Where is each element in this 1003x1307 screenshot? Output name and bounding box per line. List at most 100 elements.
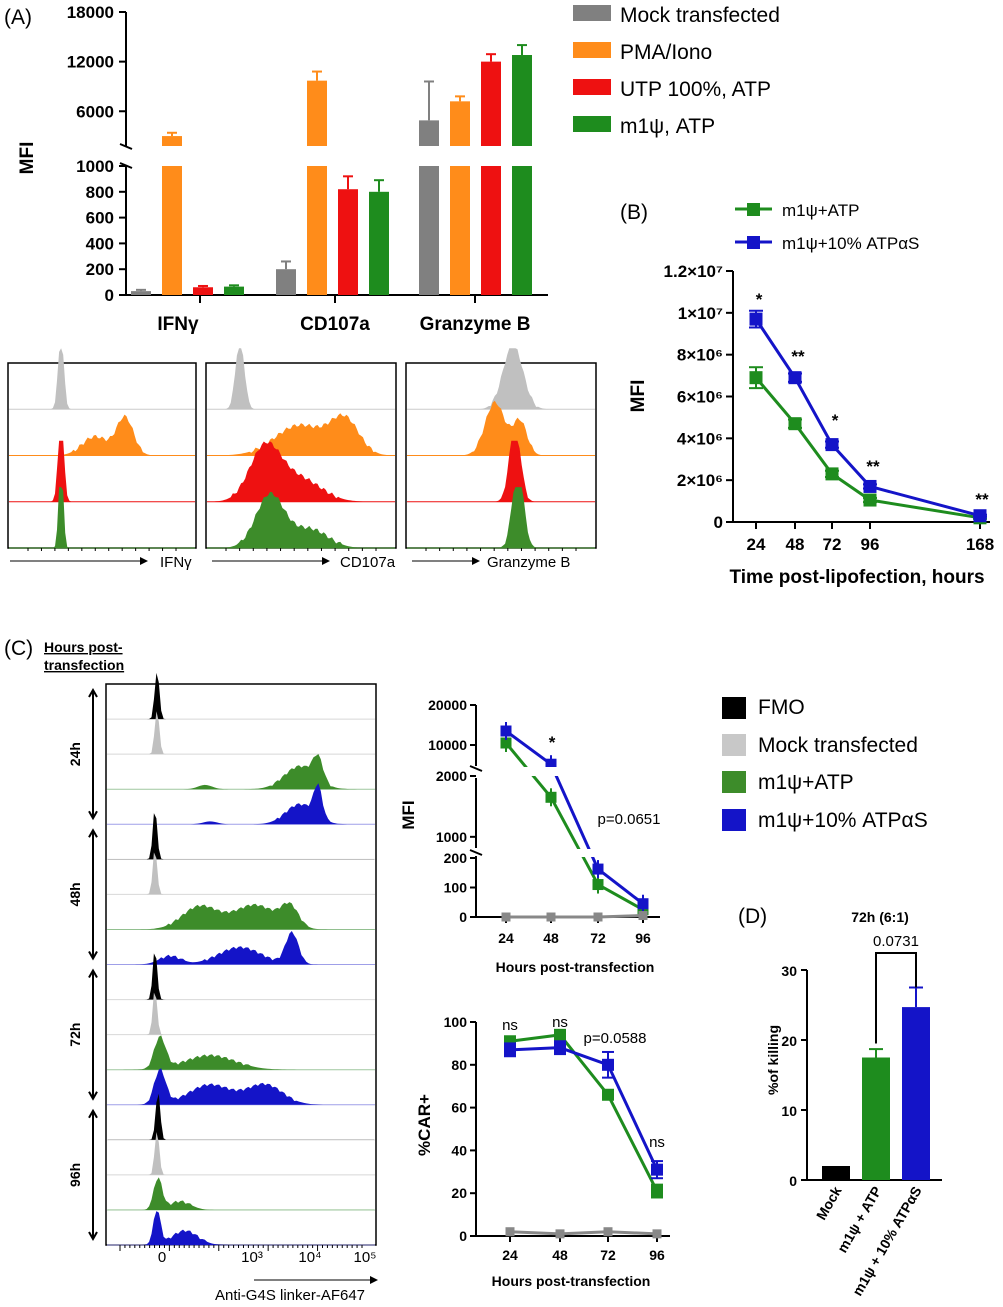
panel-c-header-1: Hours post- — [44, 639, 123, 655]
significance-bracket — [875, 952, 917, 1044]
bar-pma-1-upper — [307, 80, 327, 146]
significance-mark: ** — [791, 347, 805, 366]
legend-c-fmo: FMO — [758, 696, 805, 719]
legend-label-utp: UTP 100%, ATP — [620, 78, 771, 101]
marker-atps-24 — [500, 725, 512, 737]
legend-label-m1: m1ψ, ATP — [620, 115, 715, 138]
panel-a: (A) MFI 0200400600800100060001200018000 … — [4, 3, 780, 571]
row-bracket-arrow-bottom — [88, 951, 98, 961]
histo-label-cd107a: CD107a — [340, 554, 396, 571]
panel-c-car-ylabel: %CAR+ — [415, 1094, 434, 1156]
y-tick-label: 8×10⁶ — [677, 346, 723, 365]
y-tick-label: 1000 — [76, 157, 114, 176]
x-tick-label: 96 — [861, 535, 880, 554]
break-gap-1 — [490, 767, 660, 776]
marker-atps-72 — [592, 863, 604, 875]
bar-utp-2-upper — [481, 61, 501, 146]
bar-m1-2-lower — [512, 166, 532, 295]
axis-break-2 — [469, 849, 483, 856]
line-atps-seg — [505, 729, 552, 766]
panel-c-header-2: transfection — [44, 657, 124, 673]
marker-mock-24 — [501, 912, 511, 922]
legend-c-atps: m1ψ+10% ATPαS — [758, 809, 928, 832]
bar-utp-2-lower — [481, 166, 501, 295]
annotation-2: p=0.0588 — [584, 1030, 647, 1047]
histo-row0-lane2 — [108, 754, 374, 790]
bar-1 — [862, 1057, 890, 1180]
x-tick-label: 72 — [823, 535, 842, 554]
y-tick-label: 30 — [781, 963, 797, 979]
panel-d: (D) 72h (6:1) %of killing 0102030Mockm1ψ… — [738, 905, 942, 1299]
bar-pma-2-upper — [450, 101, 470, 146]
row-bracket-arrow-top — [88, 968, 98, 978]
bar-pma-0-upper — [162, 136, 182, 146]
significance-pvalue: 0.0731 — [873, 933, 919, 950]
line-atps-seg — [597, 867, 644, 905]
significance-mark: ** — [866, 457, 880, 476]
panel-a-bars — [131, 44, 532, 295]
legend-swatch-pma — [573, 42, 611, 58]
bar-utp-0 — [193, 287, 213, 295]
panel-c-mfi-xlabel: Hours post-transfection — [496, 959, 655, 975]
x-tick-label: 48 — [786, 535, 805, 554]
bar-m1-2-upper — [512, 55, 532, 146]
marker-atps-48 — [545, 758, 557, 770]
histo-2-lane-1 — [408, 400, 594, 456]
panel-c-mfi-chart: 0 100 200 1000 2000 10000 20000 24 48 72 96 * p=0.06… — [428, 697, 660, 946]
row-bracket-arrow-top — [88, 1108, 98, 1119]
legend-c-mock: Mock transfected — [758, 734, 918, 757]
marker-m1-48 — [788, 417, 802, 431]
histo-2-lane-0 — [408, 348, 594, 410]
histo-row1-lane2 — [108, 902, 374, 930]
bar-utp-1 — [338, 189, 358, 295]
annotation-pvalue: p=0.0651 — [598, 811, 661, 828]
line-m1 — [509, 1033, 659, 1192]
row-label-72h: 72h — [67, 1023, 83, 1047]
marker-m1-96 — [651, 1185, 663, 1198]
legend-c-fmo-swatch — [722, 697, 746, 719]
legend-marker-m1 — [747, 203, 760, 216]
marker-m1-48 — [554, 1028, 566, 1041]
row-bracket-arrow-top — [88, 687, 98, 698]
y-tick-label: 0 — [714, 513, 723, 532]
legend-b-m1: m1ψ+ATP — [782, 201, 859, 220]
panel-a-category-ifng: IFNγ — [157, 314, 199, 335]
row-bracket-arrow-bottom — [88, 1091, 98, 1101]
legend-b-atps: m1ψ+10% ATPαS — [782, 234, 919, 253]
marker-m1-72 — [825, 467, 839, 481]
panel-a-histo-axis-labels: IFNγ CD107a Granzyme B — [10, 554, 570, 571]
y-tick-label: 1×10⁷ — [678, 304, 723, 323]
bar-pma-1-lower — [307, 166, 327, 295]
marker-atps-72 — [602, 1058, 614, 1071]
panel-b-chart: 0 2×10⁶ 4×10⁶ 6×10⁶ 8×10⁶ 1×10⁷ 1.2×10⁷ 24 48 72 9… — [664, 262, 995, 554]
y-tick-label: 1.2×10⁷ — [664, 262, 723, 281]
bar-2 — [902, 1007, 930, 1180]
y-tick-label: 200 — [444, 850, 468, 866]
marker-m1-72 — [602, 1088, 614, 1101]
histo-label-granzyme: Granzyme B — [487, 554, 570, 571]
marker-atps-48 — [554, 1041, 566, 1054]
histo-1-lane-3 — [208, 491, 394, 548]
y-tick-label: 6×10⁶ — [677, 388, 723, 407]
bar-0 — [822, 1166, 850, 1180]
marker-m1-48 — [545, 791, 557, 803]
y-tick-label: 200 — [86, 260, 114, 279]
line-m1-seg — [597, 883, 644, 911]
histo-x-tick-label: 10³ — [241, 1249, 263, 1266]
panel-c-histo-xlabel: Anti-G4S linker-AF647 — [215, 1287, 365, 1304]
y-tick-label: 0 — [459, 1228, 467, 1244]
panel-c-car-chart: 0 20 40 60 80 100 24 48 72 96 ns ns p=0.0588 ns — [444, 1014, 670, 1263]
marker-mock-96 — [638, 911, 648, 921]
panel-a-label: (A) — [4, 6, 32, 29]
marker-atps-96 — [651, 1163, 663, 1176]
marker-atps-24 — [504, 1043, 516, 1056]
histo-row2-lane3 — [108, 1068, 374, 1105]
y-tick-label: 0 — [459, 909, 467, 925]
significance-mark: * — [832, 411, 839, 430]
histo-row3-lane2 — [108, 1177, 374, 1210]
y-tick-label: 20 — [781, 1033, 797, 1049]
legend-swatch-utp — [573, 79, 611, 95]
y-tick-label: 6000 — [76, 102, 114, 121]
panel-c: (C) Hours post- transfection 24h 48h 72h 96… — [4, 637, 928, 1304]
y-tick-label: 1000 — [436, 829, 467, 845]
